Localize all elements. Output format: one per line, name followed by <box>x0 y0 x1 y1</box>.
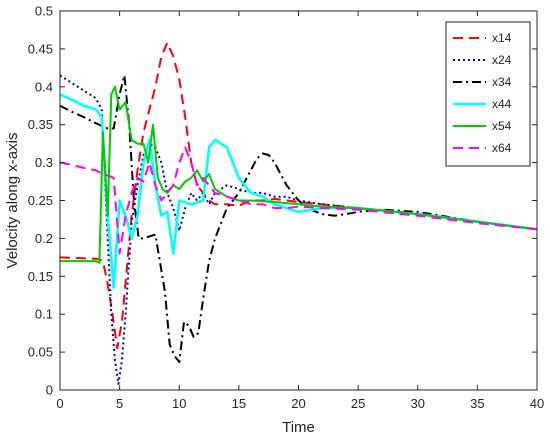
x-tick-label: 5 <box>116 396 123 411</box>
y-tick-label: 0.05 <box>28 345 53 360</box>
legend-label-x14: x14 <box>492 31 512 45</box>
y-tick-label: 0.4 <box>35 79 53 94</box>
series-line-x34 <box>60 74 537 363</box>
legend-label-x34: x34 <box>492 75 512 89</box>
y-tick-label: 0.25 <box>28 193 53 208</box>
series-layer <box>60 41 537 385</box>
x-tick-label: 10 <box>172 396 186 411</box>
legend-label-x54: x54 <box>492 119 512 133</box>
x-tick-label: 0 <box>56 396 63 411</box>
y-tick-label: 0.1 <box>35 307 53 322</box>
legend-box <box>445 21 531 167</box>
x-tick-label: 25 <box>351 396 365 411</box>
x-tick-label: 35 <box>470 396 484 411</box>
y-tick-label: 0 <box>46 383 53 398</box>
y-axis-label: Velocity along x-axis <box>4 133 21 269</box>
legend-label-x64: x64 <box>492 141 512 155</box>
legend-label-x44: x44 <box>492 97 512 111</box>
legend: x14 x24 x34 x44 x54 x64 <box>445 21 531 167</box>
x-tick-label: 20 <box>291 396 305 411</box>
y-tick-label: 0.45 <box>28 41 53 56</box>
y-tick-label: 0.15 <box>28 269 53 284</box>
y-tick-label: 0.3 <box>35 155 53 170</box>
y-tick-label: 0.2 <box>35 231 53 246</box>
x-tick-label: 40 <box>530 396 544 411</box>
series-line-x64 <box>60 146 537 255</box>
series-line-x54 <box>60 85 537 264</box>
ticks-layer: 0 5 10 15 20 25 30 35 40 0 0.05 0.1 0.15 0.2 0.25 0.3 0.… <box>28 4 545 412</box>
legend-label-x24: x24 <box>492 53 512 67</box>
y-tick-label: 0.35 <box>28 117 53 132</box>
x-axis-label: Time <box>282 419 315 436</box>
x-tick-label: 15 <box>232 396 246 411</box>
x-tick-label: 30 <box>411 396 425 411</box>
series-line-x44 <box>60 93 537 290</box>
y-tick-label: 0.5 <box>35 4 53 19</box>
